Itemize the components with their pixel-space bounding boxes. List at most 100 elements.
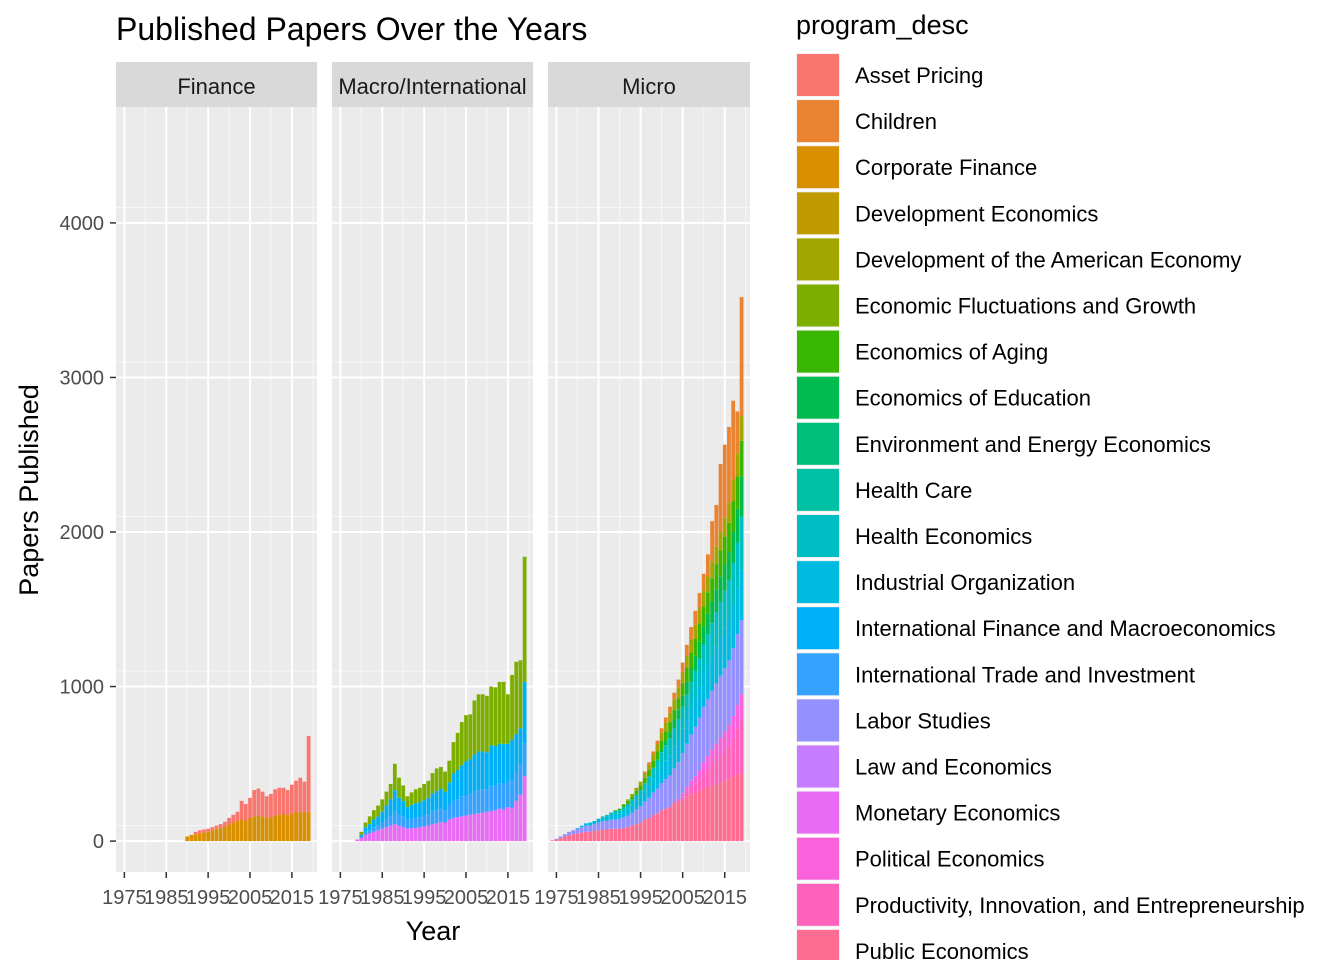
bar-segment	[227, 817, 231, 825]
bar-segment	[235, 821, 240, 842]
bar-segment	[672, 692, 677, 700]
bar-segment	[659, 752, 664, 767]
legend-swatch	[797, 468, 839, 511]
bar-segment	[588, 822, 592, 826]
legend-item: Economics of Aging	[796, 329, 1048, 374]
bar-segment	[455, 799, 460, 818]
bar-segment	[735, 705, 740, 729]
bar-segment	[684, 787, 689, 792]
bar-segment	[505, 694, 510, 744]
bar-segment	[727, 552, 731, 580]
bar-segment	[455, 817, 460, 842]
bar-segment	[735, 542, 740, 588]
bar-segment	[510, 739, 514, 781]
bar-segment	[206, 831, 211, 842]
bar-segment	[210, 830, 215, 842]
bar-segment	[689, 787, 693, 795]
bar-segment	[638, 781, 643, 786]
bar-segment	[380, 799, 385, 812]
bar-segment	[647, 797, 651, 818]
bar-segment	[405, 819, 410, 829]
bar-segment	[676, 739, 681, 763]
bar-segment	[418, 827, 422, 842]
bar-segment	[710, 691, 715, 750]
bar-segment	[371, 831, 376, 842]
bar-segment	[663, 760, 668, 780]
bar-segment	[613, 810, 618, 815]
bar-segment	[418, 787, 422, 803]
facet-label: Macro/International	[338, 74, 526, 99]
bar-segment	[567, 831, 571, 835]
bar-segment	[663, 779, 668, 809]
bar-segment	[630, 799, 635, 805]
bar-segment	[718, 637, 723, 676]
bar-segment	[367, 833, 372, 842]
bar-segment	[626, 808, 630, 816]
bar-segment	[583, 823, 588, 826]
bar-segment	[600, 817, 605, 821]
bar-segment	[501, 783, 506, 810]
bar-segment	[727, 522, 731, 553]
bar-segment	[621, 817, 626, 828]
bar-segment	[634, 787, 639, 791]
bar-segment	[689, 706, 693, 735]
bar-segment	[710, 601, 715, 624]
bar-segment	[630, 812, 635, 826]
bar-segment	[676, 687, 681, 699]
legend-item: Children	[796, 99, 937, 144]
bar-segment	[626, 800, 630, 804]
bar-segment	[468, 814, 473, 842]
bar-segment	[447, 804, 452, 820]
bar-segment	[455, 732, 460, 770]
bar-segment	[600, 821, 605, 830]
bar-segment	[522, 556, 527, 682]
bar-segment	[735, 587, 740, 634]
bar-segment	[476, 813, 481, 842]
x-tick-label: 2015	[270, 887, 315, 909]
y-tick-label: 2000	[60, 522, 105, 544]
bar-segment	[371, 819, 376, 828]
bar-segment	[501, 681, 506, 744]
facet-panel-1: Macro/International	[332, 62, 533, 872]
bar-segment	[497, 783, 502, 809]
bar-segment	[680, 796, 685, 801]
bar-segment	[438, 766, 443, 789]
bar-segment	[630, 804, 635, 813]
bar-segment	[621, 827, 626, 842]
legend-label: Asset Pricing	[855, 63, 983, 88]
bar-segment	[689, 681, 693, 707]
bar-segment	[426, 825, 431, 842]
bar-segment	[672, 802, 677, 804]
bar-segment	[592, 824, 597, 832]
legend-label: Development Economics	[855, 201, 1098, 226]
bar-segment	[493, 810, 498, 842]
x-tick-label: 1985	[360, 887, 405, 909]
bar-segment	[298, 811, 303, 842]
bar-segment	[505, 781, 510, 808]
bar-segment	[722, 517, 727, 537]
legend-swatch	[797, 561, 839, 604]
bar-segment	[384, 819, 389, 828]
bar-segment	[722, 749, 727, 781]
bar-segment	[588, 825, 592, 832]
legend-label: Economics of Education	[855, 386, 1091, 411]
bar-segment	[294, 812, 298, 842]
bar-segment	[401, 800, 406, 817]
bar-segment	[596, 818, 601, 823]
bar-segment	[505, 807, 510, 842]
bar-segment	[438, 788, 443, 809]
bar-segment	[281, 787, 286, 815]
bar-segment	[384, 827, 389, 842]
facet-label: Micro	[622, 74, 676, 99]
bar-segment	[718, 782, 723, 842]
legend-item: Corporate Finance	[796, 145, 1037, 190]
bar-segment	[518, 764, 523, 795]
bar-segment	[701, 590, 706, 607]
bar-segment	[413, 789, 418, 804]
bar-segment	[480, 789, 485, 813]
bar-segment	[706, 768, 710, 787]
bar-segment	[651, 767, 656, 779]
bar-segment	[697, 717, 702, 770]
legend-swatch	[797, 284, 839, 327]
bar-segment	[485, 811, 489, 842]
